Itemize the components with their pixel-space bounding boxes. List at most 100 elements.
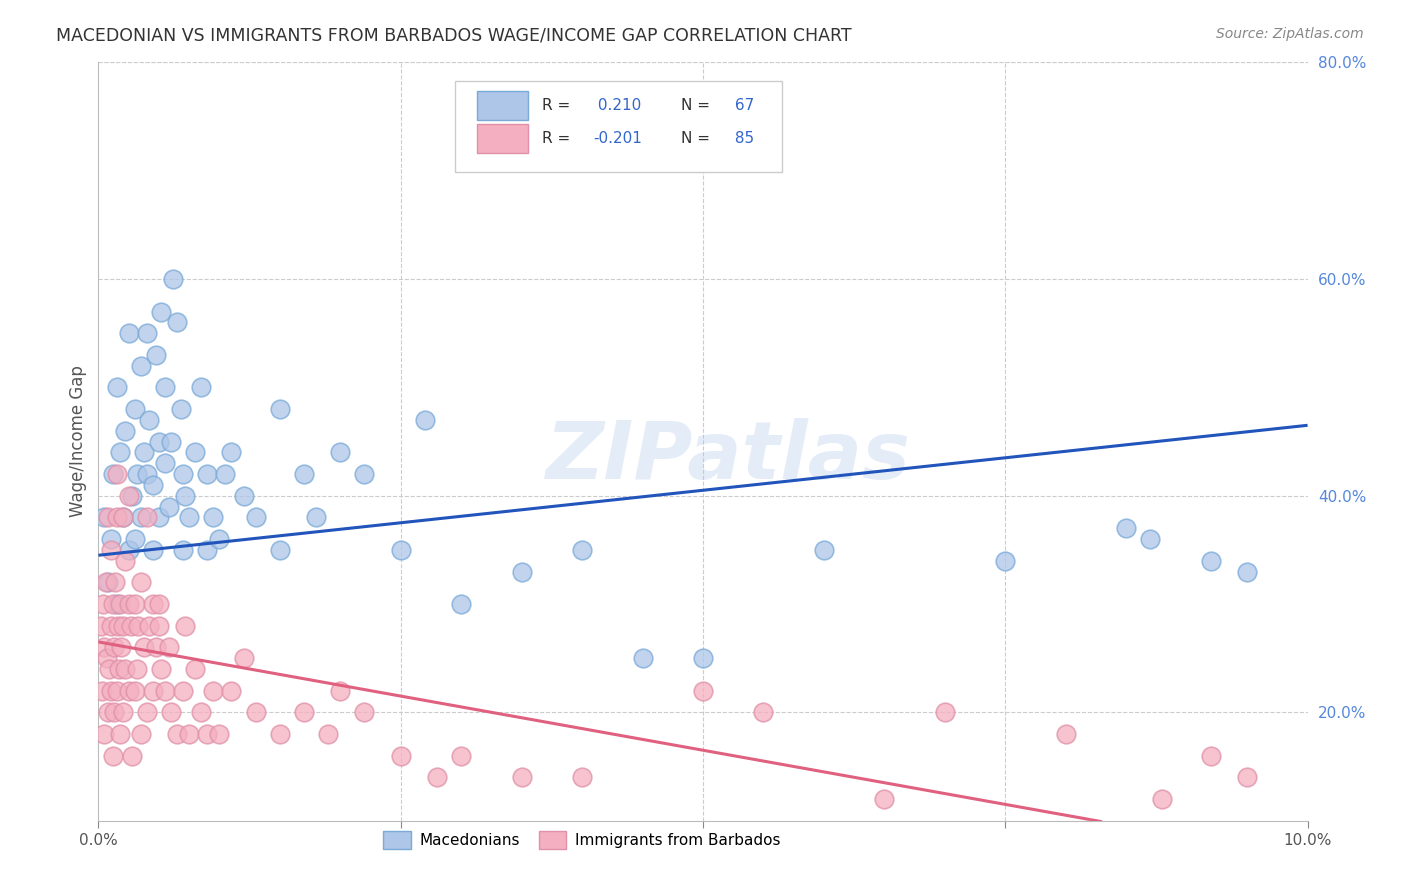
Point (135, 706, 157, 720)
Point (145, 640, 167, 655)
Point (813, 542, 835, 557)
Point (107, 618, 129, 632)
Point (172, 683, 194, 698)
Text: MACEDONIAN VS IMMIGRANTS FROM BARBADOS WAGE/INCOME GAP CORRELATION CHART: MACEDONIAN VS IMMIGRANTS FROM BARBADOS W… (56, 27, 852, 45)
Point (97, 575, 120, 590)
Point (692, 683, 714, 698)
Point (413, 413, 436, 427)
Point (184, 662, 207, 676)
Point (111, 510, 134, 524)
Point (571, 542, 593, 557)
Point (129, 359, 152, 373)
Point (135, 326, 157, 341)
Point (389, 542, 412, 557)
Point (118, 489, 141, 503)
Point (292, 706, 315, 720)
Point (129, 575, 152, 590)
Point (120, 618, 142, 632)
Point (389, 748, 412, 763)
Point (111, 618, 134, 632)
Point (179, 727, 201, 741)
Point (269, 402, 291, 417)
Point (221, 683, 243, 698)
Point (202, 683, 225, 698)
Point (124, 402, 146, 417)
Point (103, 640, 125, 655)
Point (208, 532, 231, 546)
Point (148, 618, 170, 632)
Point (91, 597, 114, 611)
Point (134, 640, 156, 655)
Point (101, 748, 124, 763)
Point (195, 542, 218, 557)
Point (108, 597, 131, 611)
Point (127, 467, 149, 481)
Point (105, 683, 128, 698)
Point (1199, 748, 1222, 763)
Point (195, 467, 218, 481)
Point (98, 662, 121, 676)
Point (121, 748, 143, 763)
Y-axis label: Wage/Income Gap: Wage/Income Gap (69, 366, 87, 517)
Point (135, 510, 157, 524)
Point (100, 532, 122, 546)
Point (752, 706, 775, 720)
Point (232, 489, 254, 503)
Text: N =: N = (682, 98, 710, 113)
Point (104, 575, 127, 590)
Point (184, 445, 207, 459)
Point (157, 640, 180, 655)
Point (100, 618, 122, 632)
Point (1054, 727, 1077, 741)
Point (157, 500, 180, 514)
Point (292, 467, 315, 481)
Point (108, 727, 131, 741)
Point (96, 651, 118, 665)
Point (450, 597, 472, 611)
Point (169, 402, 191, 417)
Point (114, 662, 136, 676)
Point (214, 467, 236, 481)
Point (142, 683, 165, 698)
Point (329, 683, 352, 698)
Point (1152, 792, 1174, 806)
Point (353, 467, 375, 481)
Point (150, 304, 173, 318)
Point (105, 467, 128, 481)
Point (118, 326, 141, 341)
Point (121, 489, 143, 503)
Text: Source: ZipAtlas.com: Source: ZipAtlas.com (1216, 27, 1364, 41)
Point (1236, 565, 1258, 579)
Point (195, 727, 218, 741)
Point (245, 706, 267, 720)
Point (190, 380, 212, 394)
Point (118, 542, 141, 557)
Point (934, 706, 956, 720)
Text: 85: 85 (730, 131, 754, 145)
Point (118, 597, 141, 611)
Point (426, 770, 449, 784)
Point (510, 565, 533, 579)
Point (148, 510, 170, 524)
Point (162, 272, 184, 286)
Point (269, 542, 291, 557)
Point (142, 542, 165, 557)
Text: 0.210: 0.210 (593, 98, 641, 113)
Point (166, 315, 188, 329)
Point (174, 618, 197, 632)
Point (1199, 554, 1222, 568)
Point (93, 640, 115, 655)
Point (221, 445, 243, 459)
Text: R =: R = (543, 98, 571, 113)
Point (91, 683, 114, 698)
Point (174, 489, 197, 503)
Point (692, 651, 714, 665)
Point (114, 424, 136, 438)
Point (208, 727, 231, 741)
Point (94, 575, 117, 590)
Point (124, 683, 146, 698)
Point (105, 380, 128, 394)
Point (127, 618, 149, 632)
Point (111, 706, 134, 720)
Point (105, 510, 128, 524)
